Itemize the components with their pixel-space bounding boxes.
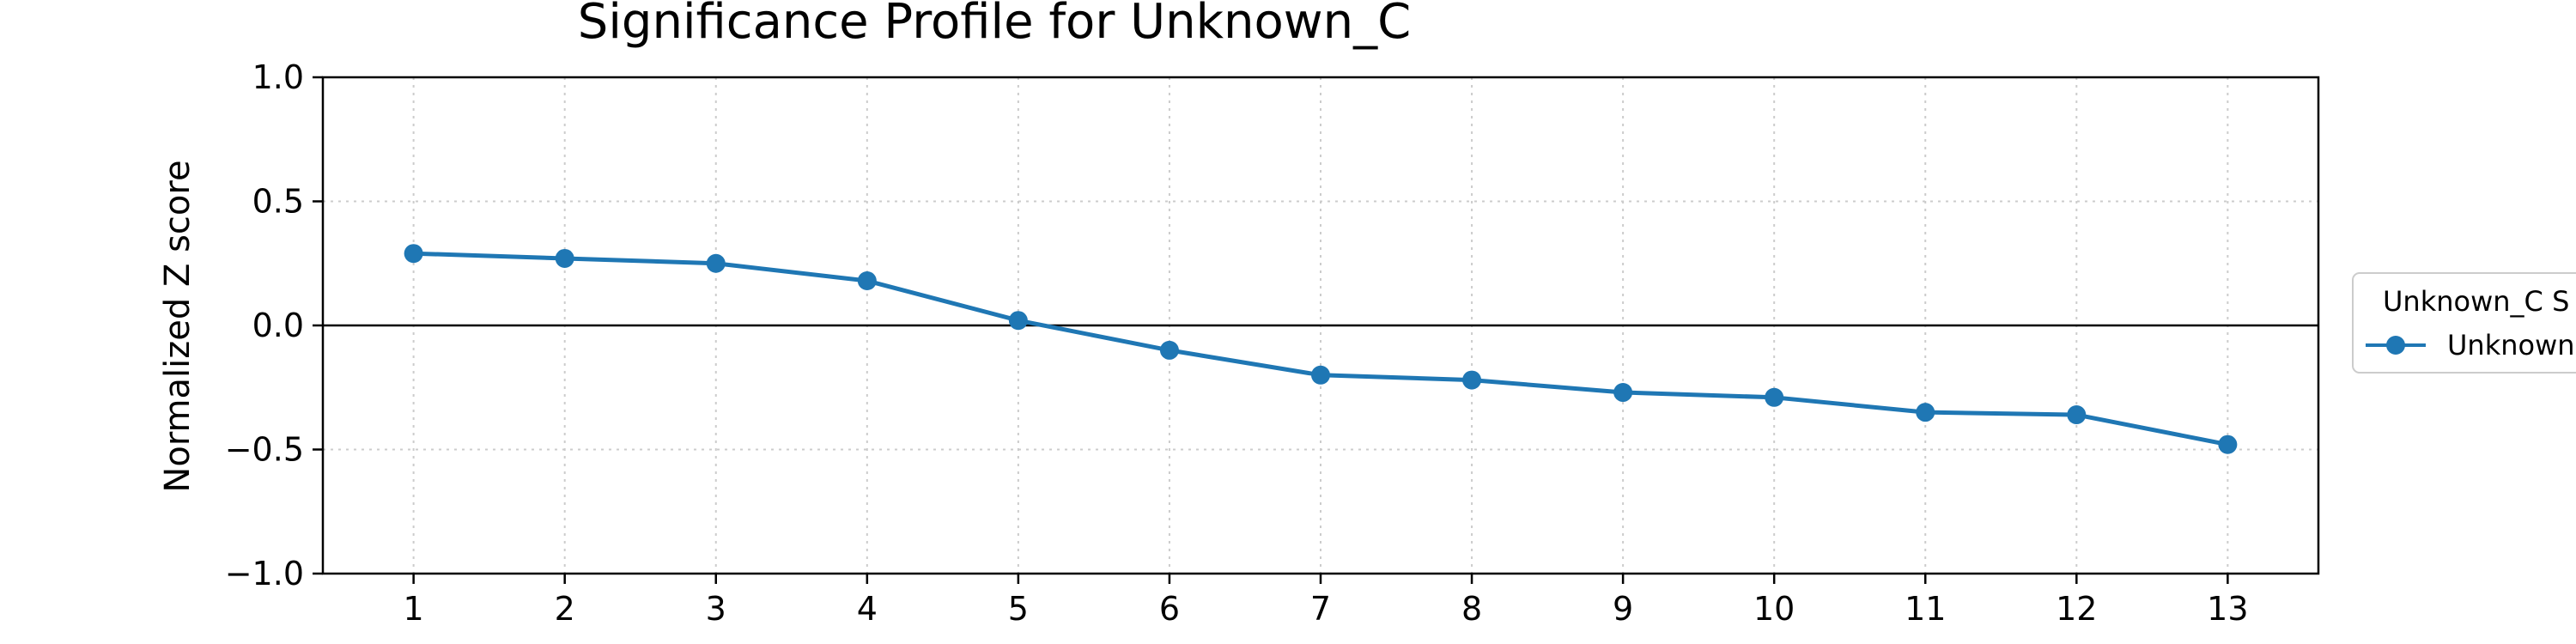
x-tick-label: 12 — [2056, 590, 2097, 628]
data-point — [2218, 434, 2238, 454]
plot-area: 1 2 3 4 5 6 7 8 9 10 11 12 13 1.00.50.0−0.5−1.0 — [225, 58, 2320, 628]
data-point — [857, 270, 877, 290]
data-point — [1765, 387, 1784, 407]
x-tick-label: 9 — [1613, 590, 1633, 628]
data-point — [404, 244, 423, 264]
x-tick-label: 11 — [1905, 590, 1946, 628]
x-tick-label: 5 — [1008, 590, 1029, 628]
data-point — [2067, 405, 2087, 425]
x-tick-label: 6 — [1159, 590, 1180, 628]
x-axis: 1 2 3 4 5 6 7 8 9 10 11 12 13 — [404, 574, 2249, 628]
chart-title: Significance Profile for Unknown_C — [578, 0, 1411, 50]
legend: Unknown_C S Unknown — [2352, 272, 2576, 374]
y-tick-label: 1.0 — [252, 58, 304, 96]
data-point — [1916, 403, 1935, 422]
data-point — [1462, 370, 1482, 390]
y-tick-label: −1.0 — [225, 555, 304, 592]
legend-entry-label: Unknown — [2447, 329, 2575, 361]
x-tick-label: 1 — [404, 590, 424, 628]
y-tick-label: 0.5 — [252, 183, 304, 221]
x-tick-label: 4 — [857, 590, 878, 628]
x-tick-label: 10 — [1753, 590, 1795, 628]
x-tick-label: 3 — [706, 590, 726, 628]
y-axis-label: Normalized Z score — [158, 160, 197, 492]
y-axis: 1.0 0.5 0.0 −0.5 −1.0 — [225, 58, 323, 592]
x-tick-label: 13 — [2207, 590, 2248, 628]
x-tick-label: 8 — [1461, 590, 1482, 628]
data-point — [1159, 340, 1179, 360]
legend-box — [2352, 272, 2576, 374]
x-tick-label: 7 — [1310, 590, 1331, 628]
series-layer — [404, 244, 2238, 454]
data-point — [1311, 365, 1330, 385]
data-point — [555, 248, 574, 268]
data-point — [1613, 383, 1633, 403]
x-tick-label: 2 — [555, 590, 575, 628]
legend-marker — [2386, 336, 2405, 355]
data-point — [1008, 311, 1028, 331]
legend-title: Unknown_C S — [2383, 285, 2569, 318]
data-point — [706, 253, 726, 273]
y-tick-label: 0.0 — [252, 307, 304, 344]
y-tick-label: −0.5 — [225, 431, 304, 469]
